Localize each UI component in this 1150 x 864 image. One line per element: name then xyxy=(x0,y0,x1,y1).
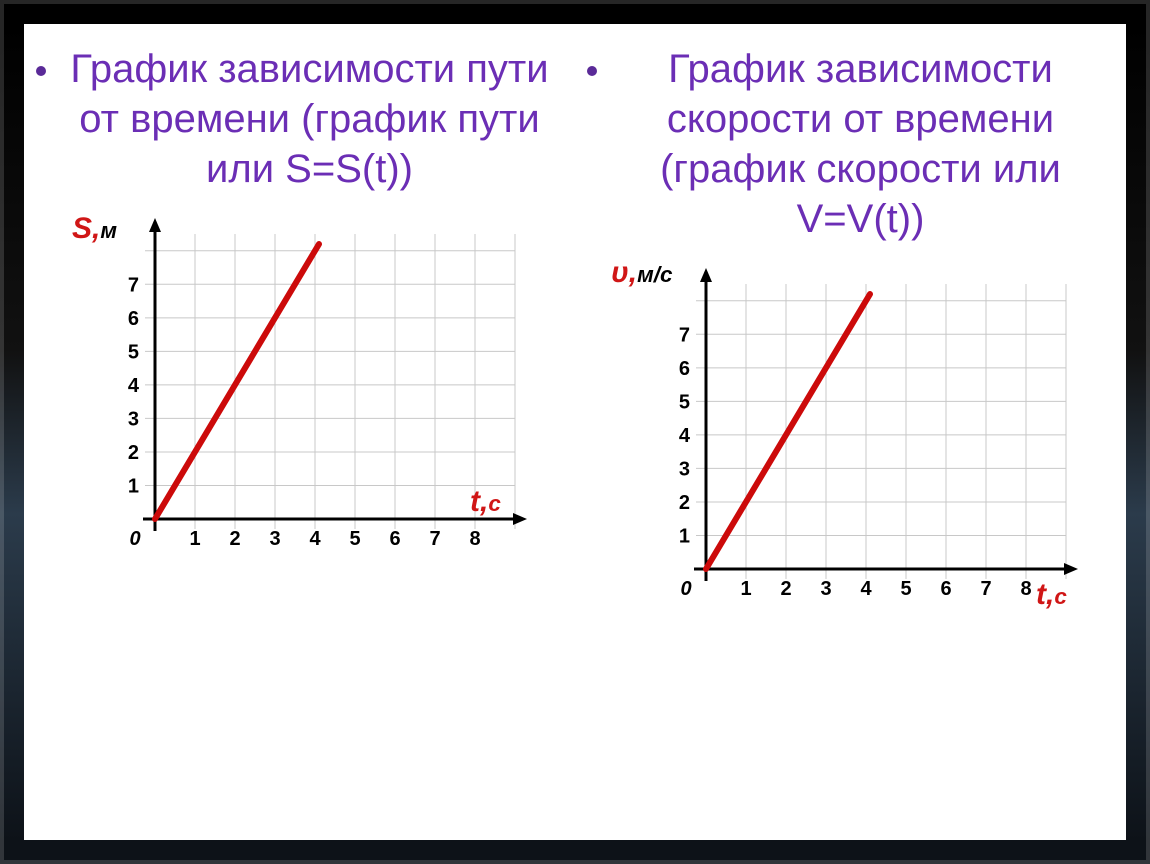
left-title-block: График зависимости пути от времени (граф… xyxy=(36,44,563,194)
svg-text:5: 5 xyxy=(678,391,689,413)
right-title-block: График зависимости скорости от времени (… xyxy=(587,44,1114,244)
svg-text:8: 8 xyxy=(469,528,480,550)
svg-text:7: 7 xyxy=(429,528,440,550)
svg-text:5: 5 xyxy=(900,578,911,600)
right-chart: 1234567812345670υ,м/сt,с xyxy=(611,254,1091,624)
svg-text:3: 3 xyxy=(678,458,689,480)
svg-text:8: 8 xyxy=(1020,578,1031,600)
svg-text:3: 3 xyxy=(820,578,831,600)
columns: График зависимости пути от времени (граф… xyxy=(24,24,1126,840)
svg-text:1: 1 xyxy=(189,528,200,550)
right-title: График зависимости скорости от времени (… xyxy=(607,44,1114,244)
svg-text:1: 1 xyxy=(740,578,751,600)
svg-text:7: 7 xyxy=(678,324,689,346)
svg-text:5: 5 xyxy=(127,341,138,363)
left-chart-wrap: 1234567812345670S,мt,с xyxy=(36,204,563,574)
left-title: График зависимости пути от времени (граф… xyxy=(56,44,563,194)
svg-text:0: 0 xyxy=(680,578,691,600)
right-column: График зависимости скорости от времени (… xyxy=(575,24,1126,840)
svg-text:5: 5 xyxy=(349,528,360,550)
svg-text:4: 4 xyxy=(127,375,139,397)
svg-text:1: 1 xyxy=(127,475,138,497)
svg-text:1: 1 xyxy=(678,525,689,547)
svg-text:2: 2 xyxy=(780,578,791,600)
slide: График зависимости пути от времени (граф… xyxy=(0,0,1150,864)
svg-text:0: 0 xyxy=(129,528,140,550)
svg-text:6: 6 xyxy=(678,358,689,380)
svg-text:2: 2 xyxy=(127,442,138,464)
svg-text:3: 3 xyxy=(269,528,280,550)
right-chart-wrap: 1234567812345670υ,м/сt,с xyxy=(587,254,1114,624)
svg-text:6: 6 xyxy=(940,578,951,600)
svg-text:4: 4 xyxy=(860,578,872,600)
svg-text:2: 2 xyxy=(229,528,240,550)
svg-text:υ,м/с: υ,м/с xyxy=(611,256,673,289)
svg-text:2: 2 xyxy=(678,492,689,514)
bullet-icon xyxy=(36,66,46,76)
left-column: График зависимости пути от времени (граф… xyxy=(24,24,575,840)
svg-text:6: 6 xyxy=(127,308,138,330)
svg-text:4: 4 xyxy=(678,425,690,447)
svg-text:7: 7 xyxy=(127,274,138,296)
left-chart: 1234567812345670S,мt,с xyxy=(60,204,540,574)
svg-text:4: 4 xyxy=(309,528,321,550)
svg-text:6: 6 xyxy=(389,528,400,550)
svg-text:S,м: S,м xyxy=(72,212,117,245)
svg-text:7: 7 xyxy=(980,578,991,600)
bullet-icon xyxy=(587,66,597,76)
svg-text:3: 3 xyxy=(127,408,138,430)
